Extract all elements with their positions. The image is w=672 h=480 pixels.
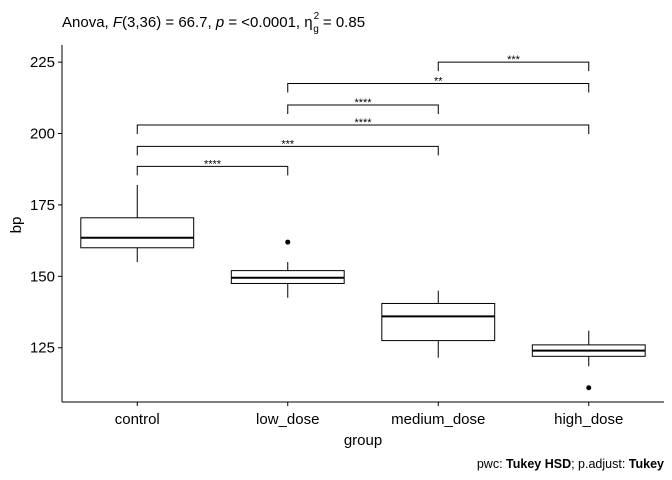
caption-adjust-method: Tukey bbox=[629, 457, 664, 471]
y-axis-title: bp bbox=[8, 217, 25, 234]
title-eta-superscript: 2 bbox=[314, 11, 320, 22]
outlier-point bbox=[285, 239, 291, 245]
box-iqr bbox=[80, 217, 195, 249]
x-tick-label: medium_dose bbox=[391, 411, 485, 428]
significance-label: *** bbox=[507, 54, 521, 66]
significance-bracket bbox=[437, 61, 590, 72]
significance-label: **** bbox=[354, 97, 372, 109]
significance-label: ** bbox=[434, 76, 443, 88]
y-tick-label: 150 bbox=[30, 268, 55, 285]
title-f-value: (3,36) = 66.7, bbox=[122, 14, 216, 31]
caption: pwc: Tukey HSD; p.adjust: Tukey bbox=[477, 457, 664, 471]
box-iqr bbox=[381, 302, 496, 342]
title-eta-subscript: g bbox=[313, 24, 319, 35]
significance-label: **** bbox=[204, 158, 222, 170]
outlier-point bbox=[586, 385, 592, 391]
comparison-control-low_dose: **** bbox=[136, 158, 289, 176]
title-eta-value: = 0.85 bbox=[319, 14, 365, 31]
comparison-control-high_dose: **** bbox=[136, 117, 590, 134]
title-p-value: = <0.0001, η bbox=[224, 14, 312, 31]
x-tick-label: control bbox=[115, 411, 160, 428]
title-f-symbol: F bbox=[113, 14, 123, 31]
y-tick-label: 125 bbox=[30, 340, 55, 357]
box-medium_dose bbox=[381, 290, 496, 358]
x-tick-label: high_dose bbox=[554, 411, 623, 428]
x-axis-title: group bbox=[344, 432, 382, 449]
box-control bbox=[80, 184, 195, 263]
box-low_dose bbox=[230, 239, 345, 298]
y-tick-label: 175 bbox=[30, 197, 55, 214]
caption-pwc-method: Tukey HSD bbox=[506, 457, 571, 471]
y-tick-label: 200 bbox=[30, 126, 55, 143]
caption-separator: ; p.adjust: bbox=[571, 457, 629, 471]
y-tick-label: 225 bbox=[30, 54, 55, 71]
title-p-symbol: p bbox=[215, 14, 224, 31]
significance-label: **** bbox=[354, 117, 372, 129]
significance-label: *** bbox=[281, 138, 295, 150]
comparison-medium_dose-high_dose: *** bbox=[437, 54, 590, 72]
x-tick-label: low_dose bbox=[256, 411, 319, 428]
plot-area: 125 150 175 200 225 control low_dose medium_dos… bbox=[30, 45, 664, 428]
significance-bracket bbox=[287, 104, 439, 114]
box-high_dose bbox=[531, 330, 646, 391]
caption-pwc-label: pwc: bbox=[477, 457, 506, 471]
comparison-low_dose-high_dose: ** bbox=[287, 76, 590, 93]
chart-title: Anova, F(3,36) = 66.7, p = <0.0001, η2 g … bbox=[62, 11, 365, 35]
title-anova-label: Anova, bbox=[62, 14, 113, 31]
significance-bracket bbox=[136, 124, 590, 134]
comparison-low_dose-medium_dose: **** bbox=[287, 97, 439, 114]
significance-bracket bbox=[287, 83, 590, 93]
significance-bracket bbox=[136, 165, 289, 176]
significance-bracket bbox=[136, 145, 439, 156]
comparison-control-medium_dose: *** bbox=[136, 138, 439, 156]
